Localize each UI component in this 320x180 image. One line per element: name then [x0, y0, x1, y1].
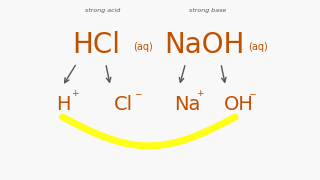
Text: (aq): (aq) — [133, 42, 153, 52]
Text: Cl: Cl — [114, 95, 133, 114]
Text: HCl: HCl — [72, 31, 120, 59]
Text: H: H — [56, 95, 70, 114]
Text: +: + — [71, 89, 79, 98]
Text: −: − — [248, 89, 255, 98]
Text: Na: Na — [174, 95, 201, 114]
Text: strong acid: strong acid — [85, 8, 120, 13]
Text: +: + — [196, 89, 204, 98]
Text: NaOH: NaOH — [164, 31, 245, 59]
Text: strong base: strong base — [189, 8, 227, 13]
Text: −: − — [134, 89, 142, 98]
Text: OH: OH — [224, 95, 254, 114]
Text: (aq): (aq) — [248, 42, 268, 52]
